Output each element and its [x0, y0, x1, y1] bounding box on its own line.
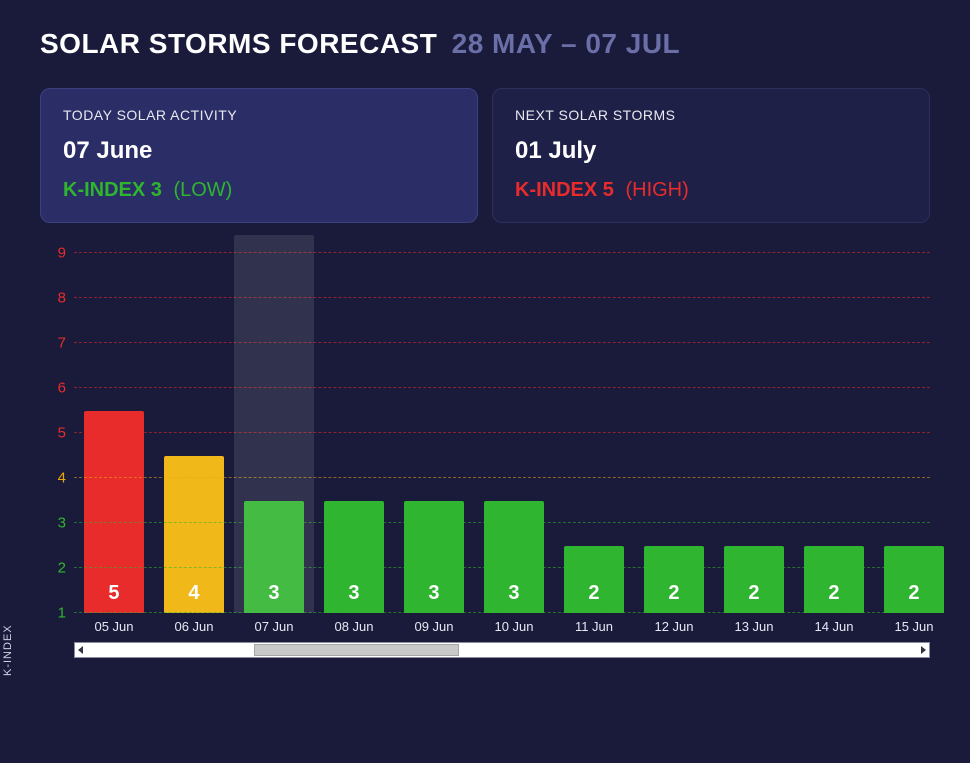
- xtick-label: 15 Jun: [874, 619, 954, 634]
- card-today-kindex-level: (LOW): [173, 179, 232, 201]
- card-today-activity[interactable]: TODAY SOLAR ACTIVITY 07 June K-INDEX 3 (…: [40, 88, 478, 223]
- bar: 5: [84, 411, 145, 614]
- ytick-label: 7: [58, 335, 66, 352]
- bar-value-label: 2: [828, 582, 839, 605]
- bar-slot[interactable]: 4: [154, 253, 234, 613]
- bar: 3: [404, 501, 465, 614]
- bar-slot[interactable]: 2: [714, 253, 794, 613]
- bar: 2: [804, 546, 865, 614]
- xtick-label: 08 Jun: [314, 619, 394, 634]
- yaxis-label: K-INDEX: [2, 624, 14, 676]
- bar-slot[interactable]: 2: [794, 253, 874, 613]
- bar: 2: [644, 546, 705, 614]
- ytick-label: 3: [58, 515, 66, 532]
- card-next-kindex-value: K-INDEX 5: [515, 179, 614, 201]
- xtick-label: 13 Jun: [714, 619, 794, 634]
- card-next-storm[interactable]: NEXT SOLAR STORMS 01 July K-INDEX 5 (HIG…: [492, 88, 930, 223]
- bar-slot[interactable]: 2: [874, 253, 954, 613]
- bar-value-label: 3: [508, 582, 519, 605]
- bar-slot[interactable]: 5: [74, 253, 154, 613]
- xaxis-labels: 05 Jun06 Jun07 Jun08 Jun09 Jun10 Jun11 J…: [74, 619, 930, 634]
- ytick-label: 2: [58, 560, 66, 577]
- card-today-date: 07 June: [63, 137, 455, 165]
- card-next-date: 01 July: [515, 137, 907, 165]
- card-today-label: TODAY SOLAR ACTIVITY: [63, 107, 455, 123]
- bar-value-label: 2: [668, 582, 679, 605]
- bar-slot[interactable]: 3: [474, 253, 554, 613]
- ytick-label: 9: [58, 245, 66, 262]
- grid-line: [74, 567, 930, 568]
- bar-value-label: 3: [348, 582, 359, 605]
- xtick-label: 12 Jun: [634, 619, 714, 634]
- scroll-right-icon[interactable]: [921, 646, 926, 654]
- card-today-kindex-value: K-INDEX 3: [63, 179, 162, 201]
- xtick-label: 14 Jun: [794, 619, 874, 634]
- xtick-label: 05 Jun: [74, 619, 154, 634]
- bar-slot[interactable]: 3: [394, 253, 474, 613]
- bar: 4: [164, 456, 225, 614]
- grid-line: [74, 612, 930, 613]
- xtick-label: 10 Jun: [474, 619, 554, 634]
- card-today-kindex: K-INDEX 3 (LOW): [63, 179, 455, 202]
- title-date-range: 28 MAY – 07 JUL: [452, 28, 681, 59]
- bar-value-label: 2: [908, 582, 919, 605]
- bar: 3: [324, 501, 385, 614]
- bar-slot[interactable]: 2: [554, 253, 634, 613]
- card-next-label: NEXT SOLAR STORMS: [515, 107, 907, 123]
- bar-value-label: 2: [588, 582, 599, 605]
- bar-slot[interactable]: 2: [634, 253, 714, 613]
- plot-area: 54333322222: [74, 253, 930, 613]
- xtick-label: 11 Jun: [554, 619, 634, 634]
- ytick-label: 1: [58, 605, 66, 622]
- xtick-label: 09 Jun: [394, 619, 474, 634]
- scroll-thumb[interactable]: [254, 644, 459, 656]
- ytick-label: 4: [58, 470, 66, 487]
- grid-line: [74, 432, 930, 433]
- grid-line: [74, 342, 930, 343]
- bar-value-label: 3: [428, 582, 439, 605]
- grid-line: [74, 477, 930, 478]
- chart-scrollbar[interactable]: [74, 642, 930, 658]
- ytick-label: 5: [58, 425, 66, 442]
- bar-slot[interactable]: 3: [314, 253, 394, 613]
- today-highlight: [234, 235, 314, 613]
- card-next-kindex: K-INDEX 5 (HIGH): [515, 179, 907, 202]
- bar-value-label: 4: [188, 582, 199, 605]
- page-title: SOLAR STORMS FORECAST 28 MAY – 07 JUL: [40, 28, 930, 60]
- ytick-label: 6: [58, 380, 66, 397]
- summary-cards: TODAY SOLAR ACTIVITY 07 June K-INDEX 3 (…: [40, 88, 930, 223]
- grid-line: [74, 297, 930, 298]
- grid-line: [74, 387, 930, 388]
- bar: 2: [724, 546, 785, 614]
- bar: 2: [564, 546, 625, 614]
- grid-line: [74, 522, 930, 523]
- xtick-label: 07 Jun: [234, 619, 314, 634]
- bar-value-label: 2: [748, 582, 759, 605]
- card-next-kindex-level: (HIGH): [625, 179, 688, 201]
- yaxis-ticks: 123456789: [40, 253, 74, 613]
- ytick-label: 8: [58, 290, 66, 307]
- bars-container: 54333322222: [74, 253, 930, 613]
- title-text: SOLAR STORMS FORECAST: [40, 28, 437, 59]
- xtick-label: 06 Jun: [154, 619, 234, 634]
- grid-line: [74, 252, 930, 253]
- bar-value-label: 5: [108, 582, 119, 605]
- kindex-chart: K-INDEX 123456789 54333322222 05 Jun06 J…: [40, 253, 930, 658]
- bar: 3: [484, 501, 545, 614]
- bar: 2: [884, 546, 945, 614]
- scroll-left-icon[interactable]: [78, 646, 83, 654]
